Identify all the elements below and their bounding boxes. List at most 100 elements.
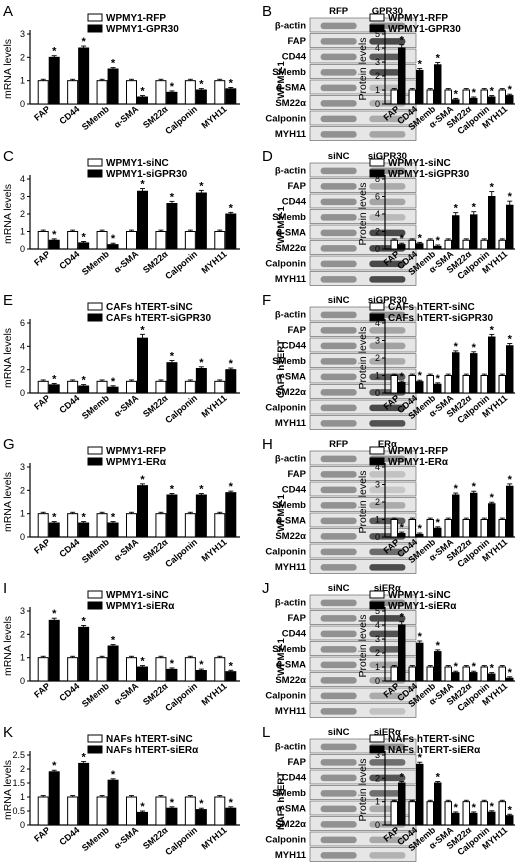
- cell-line-label: CAFs hTERT: [276, 340, 287, 398]
- category-label: MYH11: [200, 249, 229, 276]
- category-label: SMemb: [80, 104, 111, 133]
- significance-star: *: [436, 373, 441, 385]
- bar-G-treated: [78, 522, 90, 538]
- bar-I-treated: [195, 670, 207, 682]
- blot-row-label: MYH11: [275, 274, 307, 285]
- panel-letter: C: [3, 148, 14, 165]
- cell-line-label: WPMY-1: [276, 638, 287, 676]
- significance-star: *: [140, 801, 145, 813]
- blot-row-label: FAP: [288, 469, 307, 480]
- lane-label-control: siNC: [328, 295, 350, 306]
- bar-L-treated: [434, 782, 442, 826]
- band-treated: [369, 276, 406, 283]
- bar-G-control: [126, 513, 137, 538]
- band-control: [320, 630, 357, 638]
- y-axis-label: Protein levels: [357, 326, 369, 389]
- bar-D-control: [426, 239, 434, 250]
- category-label: α-SMA: [112, 249, 141, 275]
- significance-star: *: [454, 483, 459, 495]
- category-label: α-SMA: [112, 681, 141, 707]
- bar-E-treated: [107, 386, 119, 394]
- bar-H-treated: [470, 492, 478, 538]
- y-tick-label: 3: [20, 462, 25, 472]
- significance-star: *: [82, 512, 87, 524]
- bar-K-treated: [78, 762, 90, 826]
- significance-star: *: [140, 474, 145, 486]
- bar-F-treated: [416, 381, 424, 394]
- blot-row-label: Calponin: [265, 835, 306, 846]
- y-tick-label: 0: [375, 244, 380, 254]
- blot-row-label: Calponin: [265, 403, 306, 414]
- band-control: [320, 743, 357, 751]
- legend-entry: CAFs hTERT-siNC: [388, 302, 475, 313]
- lane-label-treated: siGPR30: [368, 295, 407, 306]
- y-tick-label: 1: [375, 662, 380, 672]
- bar-I-control: [67, 657, 79, 682]
- significance-star: *: [170, 351, 175, 363]
- band-control: [320, 131, 357, 138]
- category-label: MYH11: [200, 104, 229, 131]
- bar-A-treated: [78, 47, 90, 105]
- bar-G-treated: [195, 494, 207, 538]
- bar-D-treated: [506, 204, 514, 250]
- band-control: [320, 327, 357, 334]
- bar-A-treated: [107, 68, 119, 105]
- legend-entry: WPMY1-ERα: [106, 457, 167, 468]
- band-control: [320, 599, 357, 607]
- band-control: [320, 389, 357, 396]
- bar-A-treated: [137, 96, 148, 105]
- y-axis-label: Protein levels: [357, 470, 369, 533]
- blot-row-label: SM22α: [275, 98, 306, 109]
- bar-K-control: [37, 796, 49, 826]
- blot-panel-F: CAFs hTERT siNC siGPR30 β-actin FAP CD44 SMemb…: [265, 295, 417, 430]
- significance-star: *: [199, 798, 204, 810]
- blot-row-label: MYH11: [275, 706, 307, 717]
- band-control: [320, 646, 357, 653]
- bar-K-treated: [107, 779, 119, 826]
- bar-C-control: [184, 231, 196, 250]
- significance-star: *: [472, 661, 477, 673]
- category-label: Calponin: [163, 104, 199, 136]
- bar-B-control: [480, 89, 488, 105]
- legend-swatch: [87, 457, 103, 466]
- band-treated: [369, 69, 406, 76]
- band-control: [320, 260, 357, 268]
- band-control: [320, 852, 357, 859]
- category-label: MYH11: [200, 825, 229, 852]
- y-axis-label: mRNA levels: [2, 472, 14, 532]
- bar-A-control: [126, 80, 137, 105]
- band-control: [320, 100, 357, 107]
- significance-star: *: [508, 84, 513, 96]
- category-label: MYH11: [200, 681, 229, 708]
- category-label: FAP: [32, 537, 52, 556]
- legend-entry: WPMY1-ERα: [388, 457, 449, 468]
- y-tick-label: 0.5: [12, 806, 25, 816]
- blot-row-label: SMemb: [272, 788, 306, 799]
- y-tick-label: 2: [20, 764, 25, 774]
- category-label: FAP: [32, 249, 52, 268]
- significance-star: *: [111, 769, 116, 781]
- y-tick-label: 2: [20, 629, 25, 639]
- bar-C-treated: [137, 190, 148, 250]
- bar-C-treated: [78, 242, 90, 250]
- significance-star: *: [418, 523, 423, 535]
- bar-D-treated: [488, 196, 496, 250]
- panel-letter: G: [3, 436, 15, 453]
- blot-row-label: Calponin: [265, 114, 306, 125]
- category-label: FAP: [32, 104, 52, 123]
- significance-star: *: [508, 804, 513, 816]
- blot-row-label: β-actin: [275, 21, 306, 32]
- category-label: SMemb: [80, 249, 111, 278]
- band-control: [320, 692, 357, 700]
- legend-entry: NAFs hTERT-siERα: [388, 745, 481, 756]
- y-tick-label: 4: [375, 43, 380, 53]
- significance-star: *: [400, 522, 405, 534]
- significance-star: *: [111, 376, 116, 388]
- y-tick-label: 2: [375, 773, 380, 783]
- bar-B-control: [426, 89, 434, 105]
- bar-K-treated: [166, 807, 178, 826]
- y-tick-label: 2: [375, 497, 380, 507]
- bar-D-control: [444, 239, 452, 250]
- blot-row-label: FAP: [288, 325, 307, 336]
- bar-C-control: [37, 231, 49, 250]
